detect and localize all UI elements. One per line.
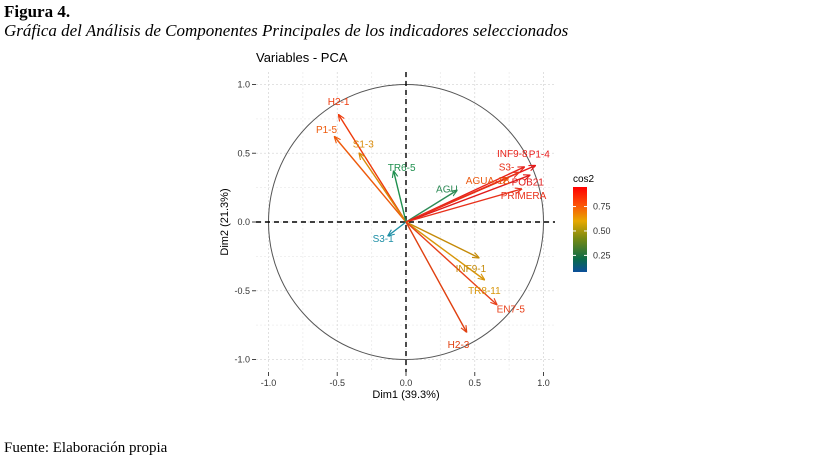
- x-tick-label: -0.5: [329, 378, 345, 388]
- arrow-s3-1: [388, 221, 407, 236]
- arrow-inf9-1: [405, 221, 479, 258]
- x-axis-title: Dim1 (39.3%): [372, 389, 439, 401]
- arrow-pob21: [405, 175, 530, 223]
- arrow-tr8-11: [405, 221, 484, 280]
- y-tick-label: -1.0: [234, 355, 250, 365]
- label-inf9-8: INF9-8: [497, 149, 528, 160]
- label-pob21: POB21: [512, 177, 545, 188]
- legend-title: cos2: [573, 174, 595, 185]
- label-primera: PRIMERA: [501, 191, 547, 202]
- arrow-s3-: [405, 173, 519, 223]
- label-inf9-1: INF9-1: [456, 264, 487, 275]
- arrow-s1-3: [359, 153, 407, 223]
- label-agua-1b: AGUA-1B: [466, 176, 510, 187]
- arrow-h2-3: [405, 221, 467, 332]
- x-tick-label: -1.0: [261, 378, 277, 388]
- chart-title: Variables - PCA: [256, 50, 348, 65]
- figure-source: Fuente: Elaboración propia: [4, 440, 168, 456]
- legend-tick-label: 0.50: [593, 226, 611, 236]
- arrow-agu: [405, 190, 457, 223]
- legend: cos2 0.25 0.50 0.75: [573, 174, 611, 272]
- y-tick-label: 0.0: [237, 217, 250, 227]
- label-s1-3: S1-3: [353, 139, 375, 150]
- label-h2-3: H2-3: [448, 340, 470, 351]
- legend-colorbar: [573, 187, 587, 272]
- label-p1-5: P1-5: [316, 125, 338, 136]
- legend-tick-label: 0.75: [593, 202, 611, 212]
- arrow-p1-5: [335, 137, 407, 223]
- arrow-layer: [335, 115, 536, 332]
- x-tick-label: 0.0: [400, 378, 413, 388]
- label-p1-4: P1-4: [529, 150, 551, 161]
- y-axis-title: Dim2 (21.3%): [219, 188, 231, 255]
- label-layer: H2-1 P1-5 S1-3 TR6-5 S3-1 AGU AGUA-1B INF9-8 P1-…: [316, 97, 550, 351]
- x-tick-label: 1.0: [537, 378, 550, 388]
- arrow-tr6-5: [394, 171, 407, 223]
- x-tick-label: 0.5: [468, 378, 481, 388]
- label-tr6-5: TR6-5: [388, 163, 416, 174]
- y-tick-label: -0.5: [234, 286, 250, 296]
- figure-label: Figura 4.: [4, 2, 71, 21]
- figure-caption: Gráfica del Análisis de Componentes Prin…: [4, 21, 569, 40]
- arrow-h2-1: [339, 115, 407, 223]
- legend-tick-label: 0.25: [593, 250, 611, 260]
- arrow-en7-5: [405, 221, 497, 305]
- label-tr8-11: TR8-11: [468, 286, 501, 297]
- y-tick-label: 0.5: [237, 148, 250, 158]
- axes-layer: -1.0 -0.5 0.0 0.5 1.0 -1.0 -0.5 0.0 0.5 1.0: [234, 72, 555, 388]
- label-h2-1: H2-1: [328, 97, 350, 108]
- label-agu: AGU: [436, 184, 458, 195]
- y-tick-label: 1.0: [237, 80, 250, 90]
- label-s3-: S3-: [499, 163, 515, 174]
- arrow-primera: [405, 189, 522, 223]
- label-en7-5: EN7-5: [497, 305, 526, 316]
- label-s3-1: S3-1: [373, 234, 395, 245]
